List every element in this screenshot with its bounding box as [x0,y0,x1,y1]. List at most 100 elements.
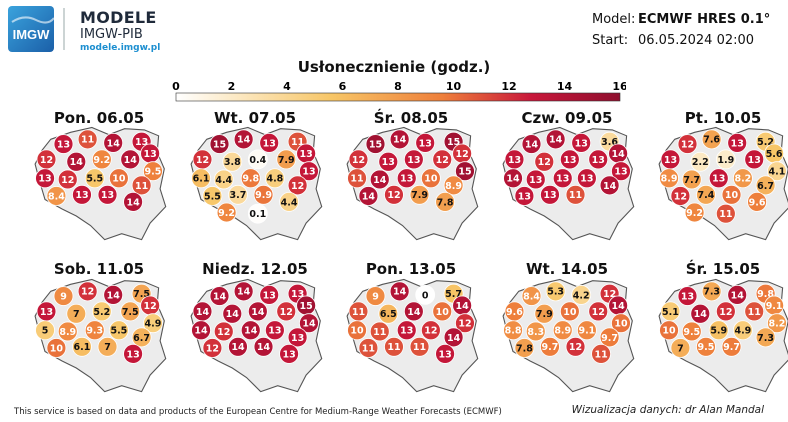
station-marker [35,168,55,189]
app-url-link[interactable]: modele.imgw.pl [80,43,161,53]
station-marker [396,320,417,341]
station-marker [576,168,597,189]
station-value: 7 [104,342,111,353]
station-marker [384,184,404,205]
station-value: 8.4 [523,291,540,302]
station-marker [744,149,765,170]
station-value: 9.9 [255,190,272,201]
station-value: 13 [263,138,276,149]
station-value: 10 [662,326,676,337]
station-marker [701,281,722,302]
station-value: 11 [135,181,148,192]
station-value: 12 [424,326,437,337]
station-value: 14 [194,326,208,337]
station-marker [525,321,546,342]
station-value: 15 [300,301,313,312]
station-value: 13 [101,190,114,201]
station-value: 11 [387,342,400,353]
station-marker [103,132,124,153]
station-value: 9.6 [506,307,523,318]
station-marker [588,301,609,322]
station-marker [66,303,87,324]
station-marker [670,186,691,206]
station-marker [591,343,611,364]
station-marker [599,327,620,348]
station-value: 10 [350,326,364,337]
station-marker [213,321,234,342]
station-marker [365,286,386,306]
station-marker [690,151,711,172]
station-value: 10 [436,307,450,318]
station-marker [131,175,152,196]
station-marker [514,186,535,206]
station-value: 12 [81,287,94,298]
legend-tick: 0 [172,80,180,93]
station-marker [588,149,609,170]
station-value: 14 [694,309,708,320]
station-marker [369,321,390,342]
station-value: 12 [291,181,304,192]
station-marker [696,336,716,357]
station-value: 12 [538,157,551,168]
station-marker [77,129,98,150]
legend-tick: 6 [339,80,347,93]
station-value: 9.5 [683,327,700,338]
station-value: 0 [422,290,429,301]
station-marker [91,301,112,322]
start-value: 06.05.2024 02:00 [638,33,755,48]
station-marker [403,149,424,170]
station-value: 14 [407,307,421,318]
station-marker [279,191,299,212]
station-value: 14 [612,301,626,312]
station-marker [521,134,542,154]
station-marker [732,320,753,341]
station-value: 12 [40,155,53,166]
station-value: 12 [681,139,694,150]
station-marker [287,175,308,196]
station-marker [611,313,631,334]
poland-map: 13 7.3 14 9.89.1 5.1 14 12 11 8.2 10 9.5 5.9 4.9 7.3 7… [658,278,788,393]
station-marker [677,134,698,154]
station-value: 13 [748,155,761,166]
station-value: 13 [681,291,694,302]
color-legend: 0 2 4 6 8 10 12 14 16 [172,80,626,102]
station-marker [389,129,410,150]
legend-tick: 4 [283,80,291,93]
station-value: 10 [725,190,739,201]
station-value: 11 [413,342,426,353]
station-marker [72,184,92,205]
station-marker [378,151,399,172]
station-value: 14 [213,291,227,302]
station-value: 14 [302,319,316,330]
station-marker [299,161,319,182]
station-value: 12 [206,343,219,354]
station-marker [97,184,118,205]
station-value: 9.5 [145,167,162,178]
day-title: Pon. 13.05 [365,260,457,278]
station-value: 8.4 [48,191,65,202]
station-marker [287,327,308,348]
station-marker [53,286,74,306]
legend-tick: 10 [446,80,462,93]
station-value: 12 [217,327,230,338]
station-value: 13 [400,326,413,337]
station-value: 4.8 [266,174,283,185]
station-marker [209,134,230,154]
station-value: 11 [373,327,386,338]
station-value: 14 [549,135,563,146]
station-value: 7.5 [133,289,150,300]
legend-tick: 2 [228,80,236,93]
station-value: 12 [144,301,157,312]
station-marker [222,151,243,172]
station-value: 8.2 [734,174,751,185]
station-value: 7.9 [278,155,295,166]
station-value: 7.8 [437,197,454,208]
station-value: 5.7 [445,289,462,300]
station-marker [233,281,254,302]
station-value: 13 [400,174,413,185]
station-marker [347,320,367,341]
station-marker [347,168,367,189]
station-value: 10 [424,174,438,185]
station-marker [670,338,691,358]
